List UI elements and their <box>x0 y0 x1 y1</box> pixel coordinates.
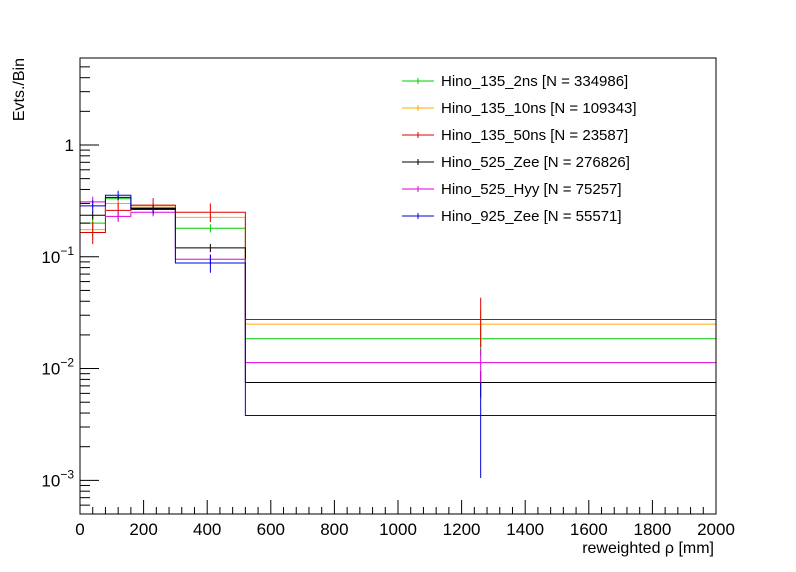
legend-label: Hino_135_2ns [N = 334986] <box>441 73 628 90</box>
y-axis-label: Evts./Bin <box>11 58 28 121</box>
legend-label: Hino_525_Zee [N = 276826] <box>441 154 630 171</box>
x-tick-label: 2000 <box>697 520 735 539</box>
y-tick-label: 1 <box>65 136 74 155</box>
legend-label: Hino_525_Hyy [N = 75257] <box>441 181 622 198</box>
series-2 <box>79 198 717 514</box>
legend-item-5: Hino_925_Zee [N = 55571] <box>402 208 622 225</box>
x-tick-label: 1600 <box>570 520 608 539</box>
x-axis-label: reweighted ρ [mm] <box>582 540 714 557</box>
legend-item-3: Hino_525_Zee [N = 276826] <box>402 154 630 171</box>
series-5 <box>79 190 717 514</box>
x-tick-label: 400 <box>193 520 221 539</box>
x-tick-label: 200 <box>129 520 157 539</box>
x-tick-label: 800 <box>320 520 348 539</box>
y-tick-label: 10−1 <box>41 244 74 267</box>
x-tick-label: 1000 <box>379 520 417 539</box>
legend-item-4: Hino_525_Hyy [N = 75257] <box>402 181 622 198</box>
x-tick-label: 1800 <box>633 520 671 539</box>
legend-item-2: Hino_135_50ns [N = 23587] <box>402 127 628 144</box>
series-line-5 <box>79 194 717 514</box>
legend: Hino_135_2ns [N = 334986] Hino_135_10ns [… <box>402 73 637 225</box>
x-tick-label: 1400 <box>506 520 544 539</box>
legend-label: Hino_135_10ns [N = 109343] <box>441 100 637 117</box>
y-tick-label: 10−2 <box>41 356 74 379</box>
series-group <box>79 190 717 514</box>
legend-label: Hino_925_Zee [N = 55571] <box>441 208 622 225</box>
y-tick-label: 10−3 <box>41 467 74 490</box>
x-tick-label: 600 <box>257 520 285 539</box>
x-axis: 0 200 400 600 800 1000 1200 1400 1600 1800 2000 <box>75 500 735 539</box>
legend-item-1: Hino_135_10ns [N = 109343] <box>402 100 637 117</box>
legend-item-0: Hino_135_2ns [N = 334986] <box>402 73 628 90</box>
x-tick-label: 0 <box>75 520 84 539</box>
x-tick-label: 1200 <box>443 520 481 539</box>
legend-label: Hino_135_50ns [N = 23587] <box>441 127 628 144</box>
y-axis: 10−3 10−2 10−1 1 <box>41 57 99 515</box>
